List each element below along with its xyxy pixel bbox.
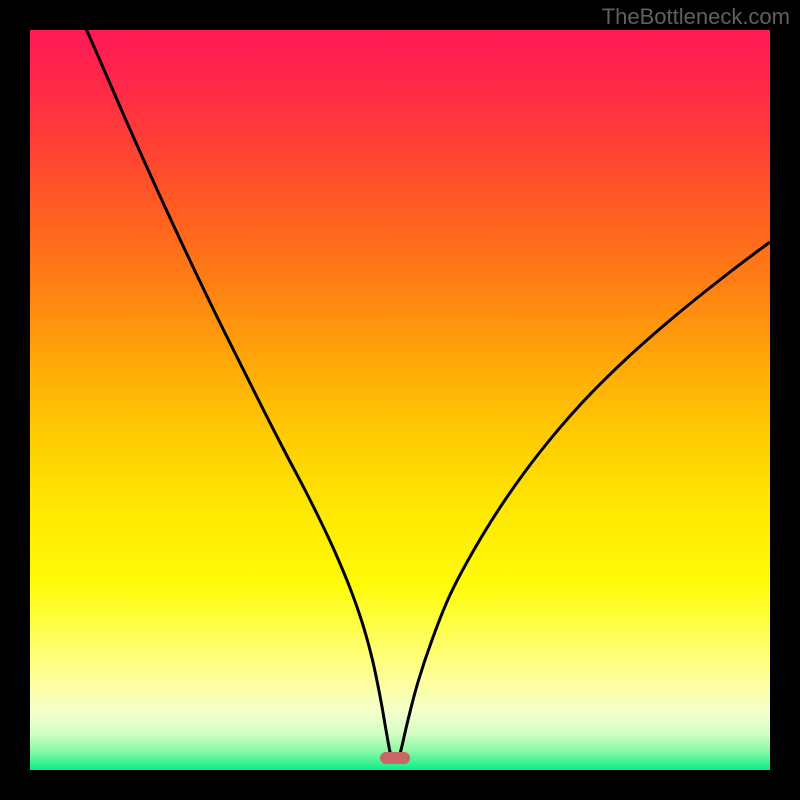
chart-plot-area bbox=[30, 30, 770, 770]
watermark-text: TheBottleneck.com bbox=[602, 4, 790, 30]
bottleneck-chart bbox=[0, 0, 800, 800]
minimum-marker bbox=[380, 752, 410, 764]
